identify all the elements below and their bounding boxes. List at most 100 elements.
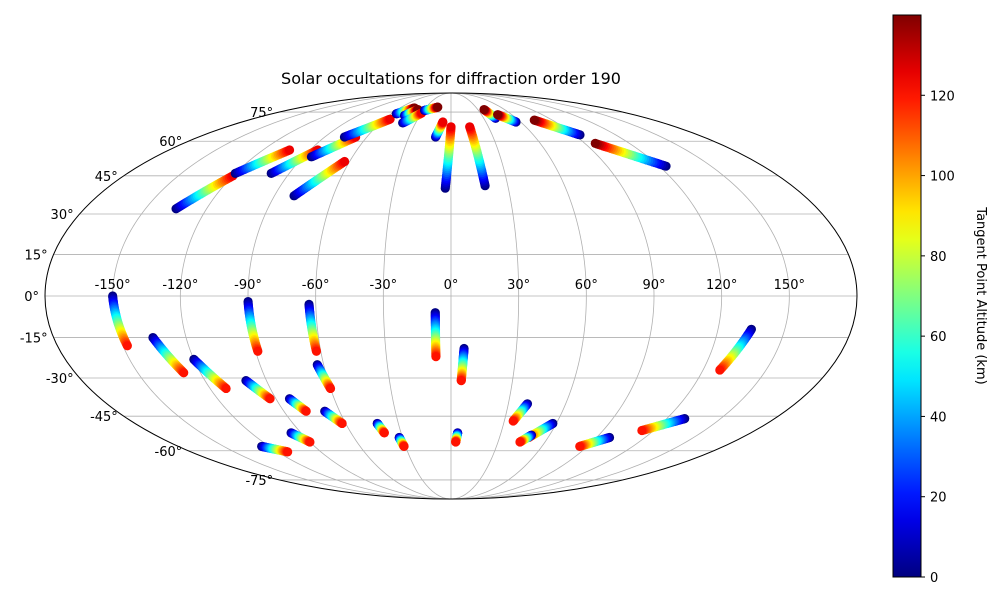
lon-tick-label: -60° [302, 278, 330, 293]
occultation-track [148, 332, 189, 378]
colorbar-tick-label: 40 [930, 410, 947, 425]
lon-tick-label: -90° [234, 278, 262, 293]
lat-tick-label: 15° [25, 248, 48, 263]
track-point [431, 352, 441, 362]
track-point [508, 416, 518, 426]
chart-title: Solar occultations for diffraction order… [281, 69, 621, 88]
track-point [337, 418, 347, 429]
track-point [465, 122, 475, 132]
occultation-track [241, 376, 275, 404]
occultation-track [508, 399, 533, 426]
occultation-track [715, 324, 756, 375]
colorbar-tick-label: 100 [930, 170, 955, 185]
track-point [385, 114, 395, 124]
occultation-track [394, 432, 409, 452]
occultation-track [304, 299, 322, 356]
track-point [451, 437, 461, 447]
occultation-track [575, 432, 615, 452]
track-point [265, 394, 275, 404]
occultation-track [398, 108, 427, 128]
track-point [456, 376, 466, 386]
lon-tick-label: 120° [706, 278, 737, 293]
occultation-track [266, 145, 323, 178]
occultation-track [230, 145, 295, 178]
track-point [253, 346, 263, 356]
lon-tick-label: 150° [774, 278, 805, 293]
track-point [438, 117, 448, 127]
lat-tick-label: 75° [250, 106, 273, 121]
colorbar-label: Tangent Point Altitude (km) [973, 206, 988, 384]
map-boundary [44, 92, 858, 500]
colorbar-tick-label: 20 [930, 491, 947, 506]
lat-tick-label: -45° [90, 410, 118, 425]
lon-tick-label: -30° [369, 278, 397, 293]
occultation-track [456, 343, 469, 386]
lon-tick-label: -150° [95, 278, 131, 293]
colorbar-gradient [892, 14, 922, 578]
track-point [493, 110, 503, 120]
lat-tick-label: 30° [51, 208, 74, 223]
track-point [284, 145, 295, 155]
occultation-track [320, 406, 347, 429]
track-point [283, 447, 293, 457]
track-point [433, 102, 443, 112]
lat-tick-label: -30° [46, 372, 74, 387]
track-point [399, 441, 409, 452]
occultation-track [590, 138, 671, 171]
track-point [339, 156, 350, 167]
latitude-tick-labels: -75° -60° -45° -30° -15° 0° 15° 30° 45° 60° 75° [20, 106, 273, 489]
track-point [479, 104, 489, 115]
colorbar: 0 20 40 60 80 100 120 Tangent Point Altitude (… [892, 14, 988, 586]
occultation-track [440, 122, 456, 193]
lat-tick-label: -15° [20, 332, 48, 347]
occultation-track [515, 430, 537, 447]
occultation-track [284, 394, 311, 416]
track-point [515, 437, 525, 447]
occultation-track [243, 296, 263, 356]
track-point [379, 428, 389, 438]
track-point [179, 368, 189, 378]
longitude-tick-labels: -150° -120° -90° -60° -30° 0° 30° 60° 90° 120° 150… [95, 278, 805, 293]
occultation-track [257, 441, 293, 457]
lat-tick-label: -75° [245, 474, 273, 489]
track-point [122, 341, 132, 351]
colorbar-tick-label: 60 [930, 330, 947, 345]
colorbar-ticks: 0 20 40 60 80 100 120 [921, 89, 955, 586]
track-point [575, 441, 585, 452]
lat-tick-label: -60° [155, 445, 183, 460]
lon-tick-label: -120° [162, 278, 198, 293]
occultation-track [339, 114, 395, 142]
track-point [301, 406, 311, 416]
colorbar-tick-label: 0 [930, 571, 938, 586]
occultation-track [451, 428, 463, 447]
occultation-track [171, 171, 238, 214]
occultation-track [493, 110, 521, 127]
lon-tick-label: 30° [507, 278, 530, 293]
occultation-track [465, 122, 490, 191]
lon-tick-label: 0° [444, 278, 459, 293]
occultation-track [189, 354, 231, 394]
lat-tick-label: 45° [95, 170, 118, 185]
track-point [446, 122, 456, 132]
occultation-track [637, 414, 690, 436]
track-point [311, 346, 322, 356]
occultation-track [430, 117, 448, 142]
track-point [305, 437, 315, 447]
track-point [590, 138, 600, 148]
occultation-track [108, 291, 132, 351]
occultation-track [430, 308, 441, 362]
occultation-track [289, 156, 350, 201]
lat-tick-label: 60° [159, 135, 182, 150]
lat-tick-label: 0° [24, 290, 39, 305]
occultation-track [312, 360, 336, 394]
lon-tick-label: 60° [575, 278, 598, 293]
track-point [325, 383, 336, 394]
occultation-tracks [108, 102, 756, 457]
track-point [529, 115, 539, 125]
occultation-track [419, 102, 443, 115]
lon-tick-label: 90° [642, 278, 665, 293]
occultation-track [286, 428, 315, 447]
colorbar-tick-label: 80 [930, 250, 947, 265]
